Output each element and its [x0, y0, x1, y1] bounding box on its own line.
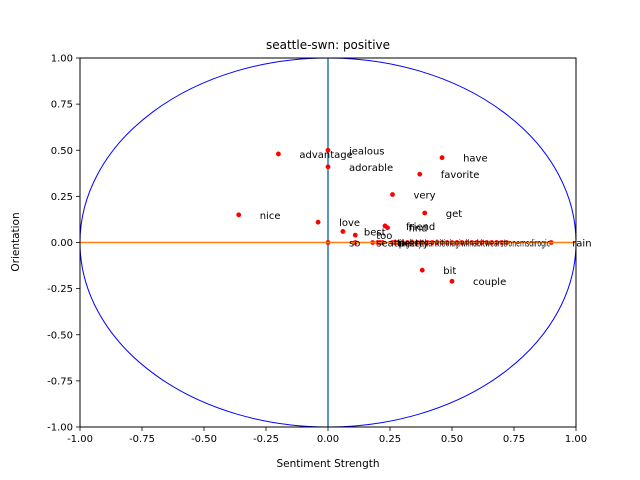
x-tick-label: 0.50	[441, 434, 463, 445]
point-label: too	[376, 231, 392, 242]
point-label: friend	[406, 222, 435, 233]
x-tick-label: -0.75	[129, 434, 155, 445]
x-tick-label: 0.00	[317, 434, 339, 445]
y-axis: -1.00 -0.75 -0.50 -0.25 0.00 0.25 0.50 0.75 1.00	[47, 54, 80, 434]
point-label: couple	[473, 277, 506, 288]
data-point	[325, 147, 331, 153]
point-label: pretty	[399, 239, 429, 250]
point-label: bit	[443, 266, 456, 277]
y-tick-label: -0.75	[47, 376, 73, 387]
data-point	[340, 229, 346, 234]
point-label: find	[409, 224, 428, 235]
x-axis-label: Sentiment Strength	[276, 458, 379, 470]
point-label: adorable	[349, 163, 393, 174]
y-tick-label: -0.50	[47, 330, 73, 341]
y-tick-label: 1.00	[51, 54, 73, 65]
point-label: rain	[572, 239, 591, 250]
y-tick-label: 0.75	[51, 100, 73, 111]
x-tick-label: -1.00	[67, 434, 93, 445]
data-point	[417, 171, 423, 177]
y-axis-label: Orientation	[10, 212, 22, 271]
data-point	[385, 225, 390, 231]
crowded-labels: tinglkeythankitioiugiwilnabitwearstronem…	[397, 239, 550, 250]
data-point	[439, 155, 445, 161]
point-label: get	[446, 209, 463, 220]
y-tick-label: 0.25	[51, 192, 73, 203]
point-label: have	[463, 154, 488, 165]
data-point	[352, 232, 358, 238]
data-point	[236, 212, 242, 218]
data-point	[315, 219, 321, 225]
point-label: best	[364, 227, 386, 238]
chart-title: seattle-swn: positive	[266, 38, 390, 52]
data-point	[390, 192, 395, 197]
data-point	[276, 151, 281, 157]
x-tick-label: 0.25	[379, 434, 401, 445]
point-label: so	[349, 239, 360, 250]
point-label: nice	[260, 211, 281, 222]
y-tick-label: -0.25	[47, 284, 73, 295]
x-axis: -1.00 -0.75 -0.50 -0.25 0.00 0.25 0.50 0.75 1.00	[67, 427, 587, 445]
data-point	[419, 267, 425, 273]
point-label: jealous	[348, 146, 385, 157]
point-label: advantage	[299, 150, 352, 161]
x-tick-label: 1.00	[565, 434, 587, 445]
point-label: seattle	[376, 239, 410, 250]
x-tick-label: -0.25	[253, 434, 279, 445]
x-tick-label: 0.75	[503, 434, 525, 445]
point-label: very	[413, 191, 435, 202]
y-tick-label: -1.00	[47, 423, 73, 434]
y-tick-label: 0.50	[51, 146, 73, 157]
x-tick-label: -0.50	[191, 434, 217, 445]
data-point	[325, 164, 331, 170]
y-tick-label: 0.00	[51, 238, 73, 249]
point-label: favorite	[441, 170, 480, 181]
data-point	[449, 278, 455, 284]
point-label: love	[339, 218, 360, 229]
data-point	[422, 210, 428, 216]
